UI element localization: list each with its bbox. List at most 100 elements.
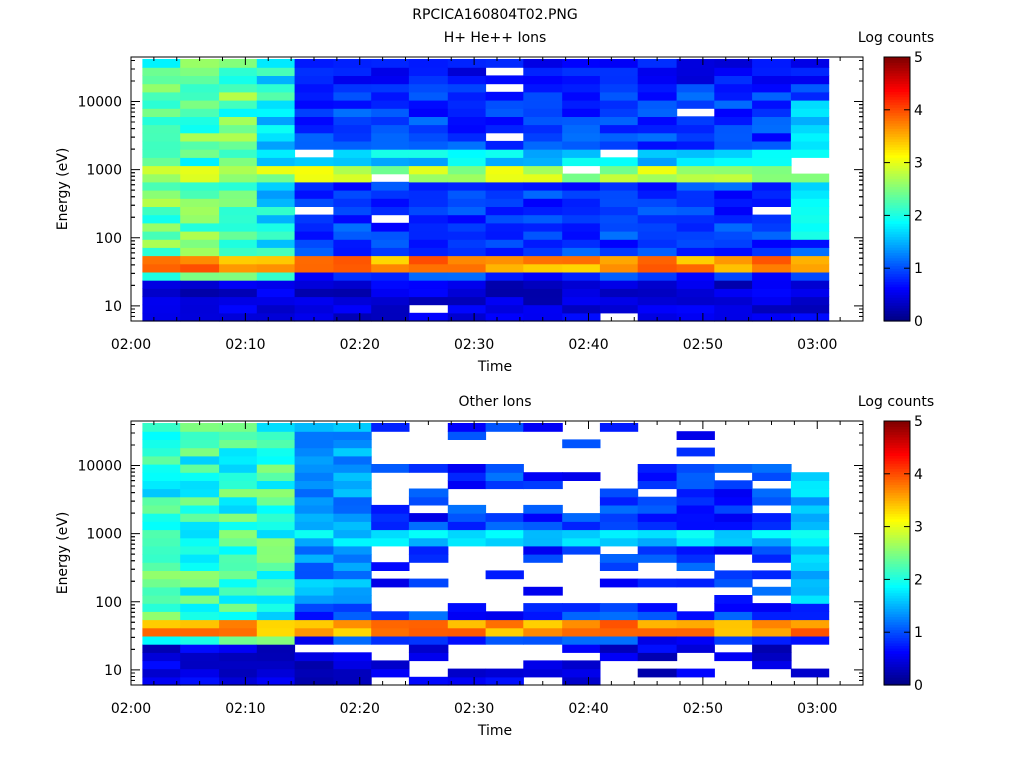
heatmap-cell	[637, 157, 678, 167]
heatmap-cell	[790, 472, 830, 481]
heatmap-cell	[752, 239, 792, 248]
colorbar-swatch	[884, 558, 910, 562]
heatmap-cell	[408, 644, 449, 653]
heatmap-cell	[256, 439, 296, 449]
heatmap-cell	[599, 578, 639, 588]
heatmap-cell	[752, 231, 792, 240]
heatmap-cell	[599, 554, 639, 563]
heatmap-cell	[714, 132, 753, 142]
heatmap-cell	[180, 529, 220, 539]
heatmap-cell	[180, 231, 220, 240]
heatmap-cell	[142, 280, 181, 289]
heatmap-cell	[447, 603, 487, 612]
heatmap-cell	[256, 181, 296, 191]
heatmap-cell	[752, 91, 792, 101]
colorbar-swatch	[884, 117, 910, 121]
heatmap-cell	[599, 619, 639, 629]
heatmap-cell	[637, 75, 678, 85]
heatmap-cell	[371, 190, 410, 199]
heatmap-cell	[676, 644, 715, 653]
heatmap-cell	[142, 537, 181, 547]
colorbar-swatch	[884, 634, 910, 639]
colorbar-swatch	[884, 553, 910, 557]
heatmap-cell	[219, 132, 258, 142]
heatmap-cell	[142, 108, 181, 117]
heatmap-cell	[752, 660, 792, 670]
colorbar-swatch	[884, 173, 910, 177]
heatmap-cell	[180, 75, 220, 85]
heatmap-cell	[256, 132, 296, 142]
colorbar-swatch	[884, 136, 910, 140]
heatmap-cell	[371, 124, 410, 134]
heatmap-cell	[408, 247, 449, 257]
heatmap-cell	[637, 513, 678, 522]
heatmap-cell	[408, 288, 449, 298]
colorbar-swatch	[884, 597, 910, 602]
y-tick-label: 100	[95, 231, 122, 247]
heatmap-cell	[408, 263, 449, 273]
colorbar-swatch	[884, 99, 910, 103]
heatmap-cell	[142, 545, 181, 555]
heatmap-cell	[637, 496, 678, 506]
heatmap-cell	[790, 190, 830, 199]
colorbar-swatch	[884, 642, 910, 646]
heatmap-cell	[447, 619, 487, 629]
heatmap-cell	[256, 496, 296, 506]
heatmap-cell	[180, 513, 220, 522]
colorbar-frame	[883, 56, 911, 322]
colorbar-swatch	[884, 199, 910, 203]
heatmap-cell	[562, 124, 601, 134]
heatmap-cell	[294, 480, 335, 490]
heatmap-cell	[523, 304, 563, 314]
heatmap-cell	[599, 296, 639, 306]
colorbar-swatch	[884, 537, 910, 541]
heatmap-cell	[523, 108, 563, 117]
heatmap-cell	[714, 627, 753, 637]
heatmap-cell	[790, 296, 830, 306]
heatmap-cell	[637, 668, 678, 678]
heatmap-cell	[219, 439, 258, 449]
heatmap-cell	[408, 554, 449, 563]
heatmap-cell	[408, 222, 449, 232]
heatmap-cell	[294, 537, 335, 547]
heatmap-cell	[371, 59, 410, 68]
heatmap-cell	[408, 100, 449, 109]
heatmap-cell	[676, 635, 715, 645]
heatmap-cell	[371, 611, 410, 621]
heatmap-cell	[562, 116, 601, 126]
heatmap-cell	[676, 165, 715, 175]
heatmap-cell	[294, 214, 335, 224]
heatmap-cell	[333, 222, 372, 232]
colorbar-swatch	[884, 473, 910, 478]
heatmap-cell	[219, 222, 258, 232]
heatmap-cell	[447, 124, 487, 134]
heatmap-cell	[294, 570, 335, 580]
heatmap-cell	[523, 83, 563, 93]
x-tick-label: 02:30	[454, 337, 494, 353]
colorbar-swatch	[884, 626, 910, 631]
heatmap-cell	[485, 173, 524, 183]
heatmap-cell	[447, 59, 487, 68]
heatmap-cell	[256, 660, 296, 670]
heatmap-cell	[371, 239, 410, 248]
heatmap-cell	[447, 312, 487, 322]
heatmap-cell	[676, 304, 715, 314]
heatmap-cell	[752, 140, 792, 150]
colorbar-tick-label: 1	[914, 261, 923, 277]
heatmap-cell	[637, 173, 678, 183]
heatmap-cell	[790, 75, 830, 85]
heatmap-cell	[256, 255, 296, 265]
heatmap-cell	[676, 619, 715, 629]
heatmap-cell	[714, 91, 753, 101]
heatmap-cell	[676, 562, 715, 571]
heatmap-cell	[599, 198, 639, 207]
colorbar-swatch	[884, 650, 910, 654]
colorbar-swatch	[884, 115, 910, 119]
heatmap-cell	[447, 132, 487, 142]
heatmap-cell	[294, 652, 335, 662]
heatmap-cell	[408, 231, 449, 240]
heatmap-cell	[256, 75, 296, 85]
heatmap-cell	[714, 140, 753, 150]
colorbar-label: Log counts	[858, 30, 934, 46]
heatmap-cell	[371, 149, 410, 158]
